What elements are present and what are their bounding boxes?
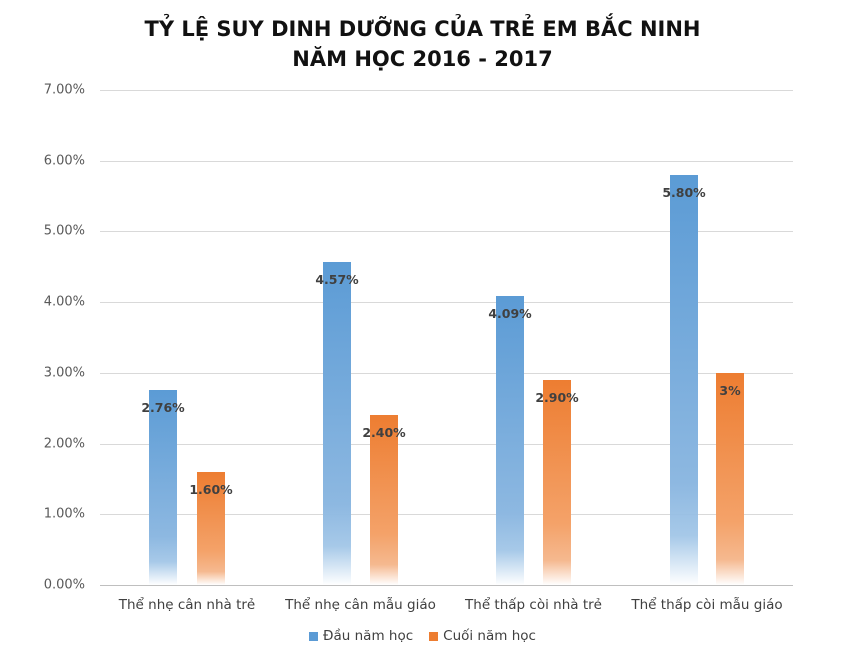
gridline bbox=[100, 302, 793, 304]
bar-cuoi-nam-hoc bbox=[543, 379, 571, 585]
legend-label: Cuối năm học bbox=[443, 628, 536, 644]
gridline bbox=[100, 514, 793, 516]
y-tick-label: 7.00% bbox=[43, 82, 85, 98]
gridline bbox=[100, 585, 793, 586]
data-label: 2.90% bbox=[535, 389, 579, 405]
data-label: 1.60% bbox=[189, 481, 233, 497]
bar-dau-nam-hoc bbox=[670, 174, 698, 585]
gridline bbox=[100, 443, 793, 445]
y-tick-label: 1.00% bbox=[43, 506, 85, 522]
x-tick-label: Thể nhẹ cân mẫu giáo bbox=[285, 597, 436, 613]
data-label: 2.76% bbox=[141, 399, 185, 415]
gridline bbox=[100, 231, 793, 233]
data-label: 5.80% bbox=[662, 184, 706, 200]
data-label: 4.09% bbox=[488, 305, 532, 321]
gridline bbox=[100, 160, 793, 162]
legend-label: Đầu năm học bbox=[323, 628, 414, 644]
y-tick-label: 4.00% bbox=[43, 294, 85, 310]
legend-swatch-blue-icon bbox=[309, 631, 319, 641]
bar-cuoi-nam-hoc bbox=[197, 471, 225, 585]
plot-area: 2.76% 4.57% 4.09% 5.80% 1.60% 2.40% 2.90% 3% bbox=[100, 90, 793, 586]
x-tick-label: Thể thấp còi mẫu giáo bbox=[631, 597, 783, 613]
bar-dau-nam-hoc bbox=[149, 389, 177, 585]
x-tick-label: Thể nhẹ cân nhà trẻ bbox=[118, 597, 256, 613]
bar-cuoi-nam-hoc bbox=[716, 372, 744, 585]
legend: Đầu năm học Cuối năm học bbox=[0, 628, 845, 644]
chart-title: TỶ LỆ SUY DINH DƯỠNG CỦA TRẺ EM BẮC NINH bbox=[144, 17, 701, 41]
bar-cuoi-nam-hoc bbox=[370, 415, 398, 585]
data-label: 4.57% bbox=[315, 271, 359, 287]
gridline bbox=[100, 372, 793, 374]
bar-dau-nam-hoc bbox=[496, 295, 524, 585]
legend-swatch-orange-icon bbox=[429, 631, 439, 641]
y-tick-label: 5.00% bbox=[43, 223, 85, 239]
data-label: 2.40% bbox=[362, 425, 406, 441]
x-tick-label: Thể thấp còi nhà trẻ bbox=[465, 597, 602, 613]
legend-item-dau-nam-hoc: Đầu năm học bbox=[309, 628, 413, 644]
chart-subtitle: NĂM HỌC 2016 - 2017 bbox=[292, 47, 553, 71]
y-tick-label: 0.00% bbox=[43, 577, 85, 593]
bar-dau-nam-hoc bbox=[323, 261, 351, 585]
gridline bbox=[100, 90, 793, 91]
y-tick-label: 2.00% bbox=[43, 436, 85, 452]
y-tick-label: 6.00% bbox=[43, 153, 85, 169]
y-tick-label: 3.00% bbox=[43, 365, 85, 381]
data-label: 3% bbox=[719, 382, 741, 398]
legend-item-cuoi-nam-hoc: Cuối năm học bbox=[429, 628, 536, 644]
